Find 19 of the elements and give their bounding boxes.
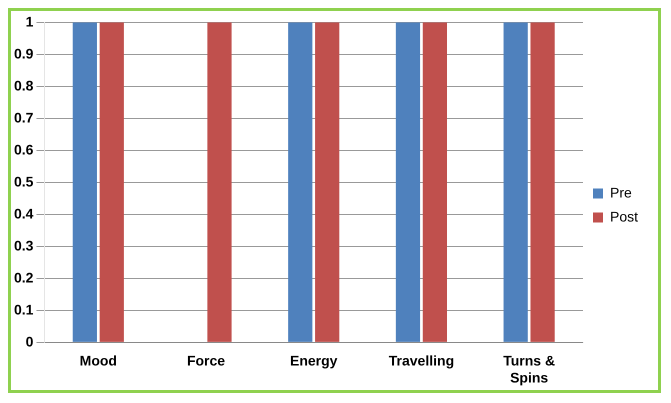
x-tick-label: Force	[186, 352, 226, 369]
y-tick-label: 0.6	[14, 141, 34, 158]
x-tick-label: Energy	[290, 352, 338, 369]
y-tick-label: 0.8	[14, 77, 34, 94]
y-tick-label: 0.3	[14, 237, 34, 254]
y-tick-label: 0.1	[14, 301, 34, 318]
y-tick-label: 0.9	[14, 45, 34, 62]
x-tick-label: Mood	[80, 352, 117, 369]
page-frame: Pre Post Mood Force Energy Travelling Turns & Spins 0 0.1 0.2 0.3 0.4 0.5 0.6 0.7 0.8 0.9 1	[8, 8, 661, 393]
y-tick-label: 0.4	[14, 205, 34, 222]
legend-label: Pre	[610, 184, 632, 200]
y-tick-label: 0.7	[14, 109, 34, 126]
legend-label: Post	[610, 208, 638, 224]
y-tick-label: 0.2	[14, 269, 34, 286]
x-tick-label: Turns & Spins	[503, 352, 556, 386]
y-tick-label: 1	[26, 13, 34, 30]
y-tick-label: 0	[26, 333, 34, 350]
x-tick-label: Travelling	[388, 352, 454, 369]
y-tick-label: 0.5	[14, 173, 34, 190]
